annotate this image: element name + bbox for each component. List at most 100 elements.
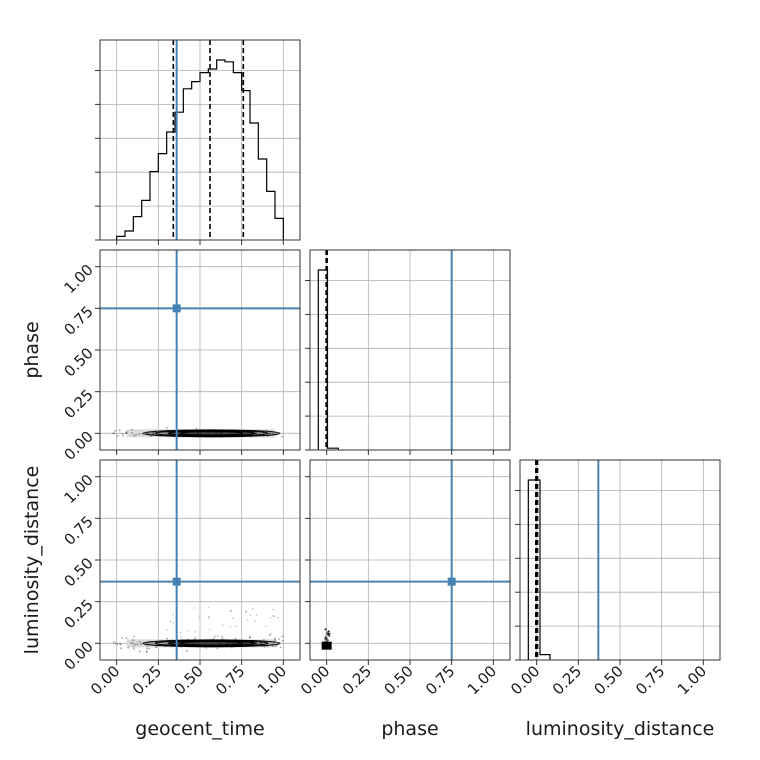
sample-point <box>136 643 139 646</box>
sample-point <box>326 633 329 636</box>
xtick-label-3: 0.75 <box>632 662 668 698</box>
sample-point <box>184 432 187 435</box>
ylabel-phase: phase <box>21 321 43 378</box>
sample-point <box>219 642 222 645</box>
sample-point <box>119 643 121 645</box>
sample-point <box>268 432 270 435</box>
sample-point <box>121 637 124 640</box>
sample-point <box>130 428 133 431</box>
sample-point <box>125 431 128 434</box>
sample-point <box>254 620 257 623</box>
sample-point <box>248 636 251 639</box>
sample-point <box>131 642 134 645</box>
sample-point <box>140 643 142 646</box>
xtick-label-3: 0.75 <box>422 662 458 698</box>
sample-point <box>269 432 272 435</box>
sample-point <box>232 642 235 644</box>
sample-point <box>245 610 247 613</box>
hist-phase-steps <box>317 269 339 450</box>
sample-point <box>325 643 327 646</box>
sample-point <box>229 625 232 628</box>
sample-point <box>133 647 135 650</box>
sample-point <box>125 431 128 433</box>
sample-point <box>244 642 247 645</box>
sample-point <box>205 647 207 649</box>
sample-point <box>112 641 115 643</box>
sample-point <box>127 646 130 649</box>
sample-point <box>180 636 182 638</box>
contour-3 <box>179 641 244 646</box>
xtick-label-2: 0.50 <box>170 662 206 698</box>
panel-luminosity-distance-vs-phase: 0.00 0.25 0.50 0.75 1.00 <box>297 459 511 698</box>
sample-point <box>273 638 276 641</box>
xtick-label-1: 0.25 <box>129 662 165 698</box>
sample-point <box>165 432 168 434</box>
sample-point <box>122 434 125 437</box>
sample-point <box>166 637 169 640</box>
panel-phase-hist <box>305 249 511 455</box>
contour-0 <box>142 429 281 438</box>
sample-point <box>146 651 148 653</box>
sample-point <box>208 628 211 631</box>
sample-point <box>132 645 135 648</box>
panel-luminosity-distance-vs-geocent-time-truth-marker <box>172 577 181 586</box>
contour-1 <box>155 639 269 647</box>
sample-point <box>114 642 117 645</box>
sample-point <box>116 643 119 646</box>
sample-point <box>272 433 274 435</box>
sample-point <box>324 628 327 631</box>
contour-2 <box>167 640 256 647</box>
sample-point <box>278 638 280 641</box>
sample-point <box>193 607 196 609</box>
sample-point <box>196 432 199 434</box>
panel-luminosity-distance-vs-phase-truth-marker <box>447 577 456 586</box>
sample-point <box>221 624 224 627</box>
sample-point <box>208 615 210 618</box>
sample-point <box>195 427 198 430</box>
sample-point <box>139 641 141 643</box>
panel-luminosity-distance-vs-geocent-time: 0.00 0.25 0.50 0.75 1.000.000.250.500.751.00 <box>60 459 301 698</box>
sample-point <box>324 638 326 641</box>
sample-point <box>328 632 331 635</box>
sample-point <box>262 638 265 641</box>
contour-2 <box>167 430 256 437</box>
xtick-label-0: 0.00 <box>507 662 543 698</box>
sample-point <box>116 434 119 437</box>
sample-point <box>220 431 223 434</box>
sample-point <box>220 639 222 641</box>
sample-point <box>177 642 180 645</box>
ytick-label-2: 0.50 <box>60 554 96 590</box>
sample-point <box>324 635 327 638</box>
sample-point <box>112 432 115 435</box>
sample-point <box>191 642 194 645</box>
sample-point <box>169 620 172 623</box>
sample-point <box>166 629 169 632</box>
xlabel-geocent-time: geocent_time <box>135 718 264 740</box>
ytick-label-4: 1.00 <box>60 471 96 507</box>
sample-point <box>275 644 278 647</box>
sample-point <box>125 432 128 435</box>
sample-point <box>211 642 213 645</box>
sample-point <box>146 647 148 650</box>
xlabel-luminosity-distance: luminosity_distance <box>526 718 715 740</box>
xtick-label-0: 0.00 <box>87 662 123 698</box>
hist-luminosity-distance-steps <box>527 479 551 660</box>
sample-point <box>259 642 262 645</box>
sample-point <box>274 645 277 648</box>
sample-point <box>249 636 252 639</box>
ytick-label-1: 0.25 <box>60 386 96 422</box>
ytick-label-1: 0.25 <box>60 596 96 632</box>
sample-point <box>250 642 253 645</box>
sample-point <box>328 635 331 637</box>
sample-point <box>172 613 175 616</box>
sample-point <box>263 645 266 648</box>
sample-point <box>207 617 210 620</box>
sample-point <box>118 429 121 432</box>
ytick-label-3: 0.75 <box>60 512 96 548</box>
sample-point <box>196 432 199 435</box>
contour-1 <box>155 429 269 437</box>
sample-point <box>212 637 215 640</box>
sample-point <box>260 642 263 645</box>
sample-point <box>208 432 211 435</box>
